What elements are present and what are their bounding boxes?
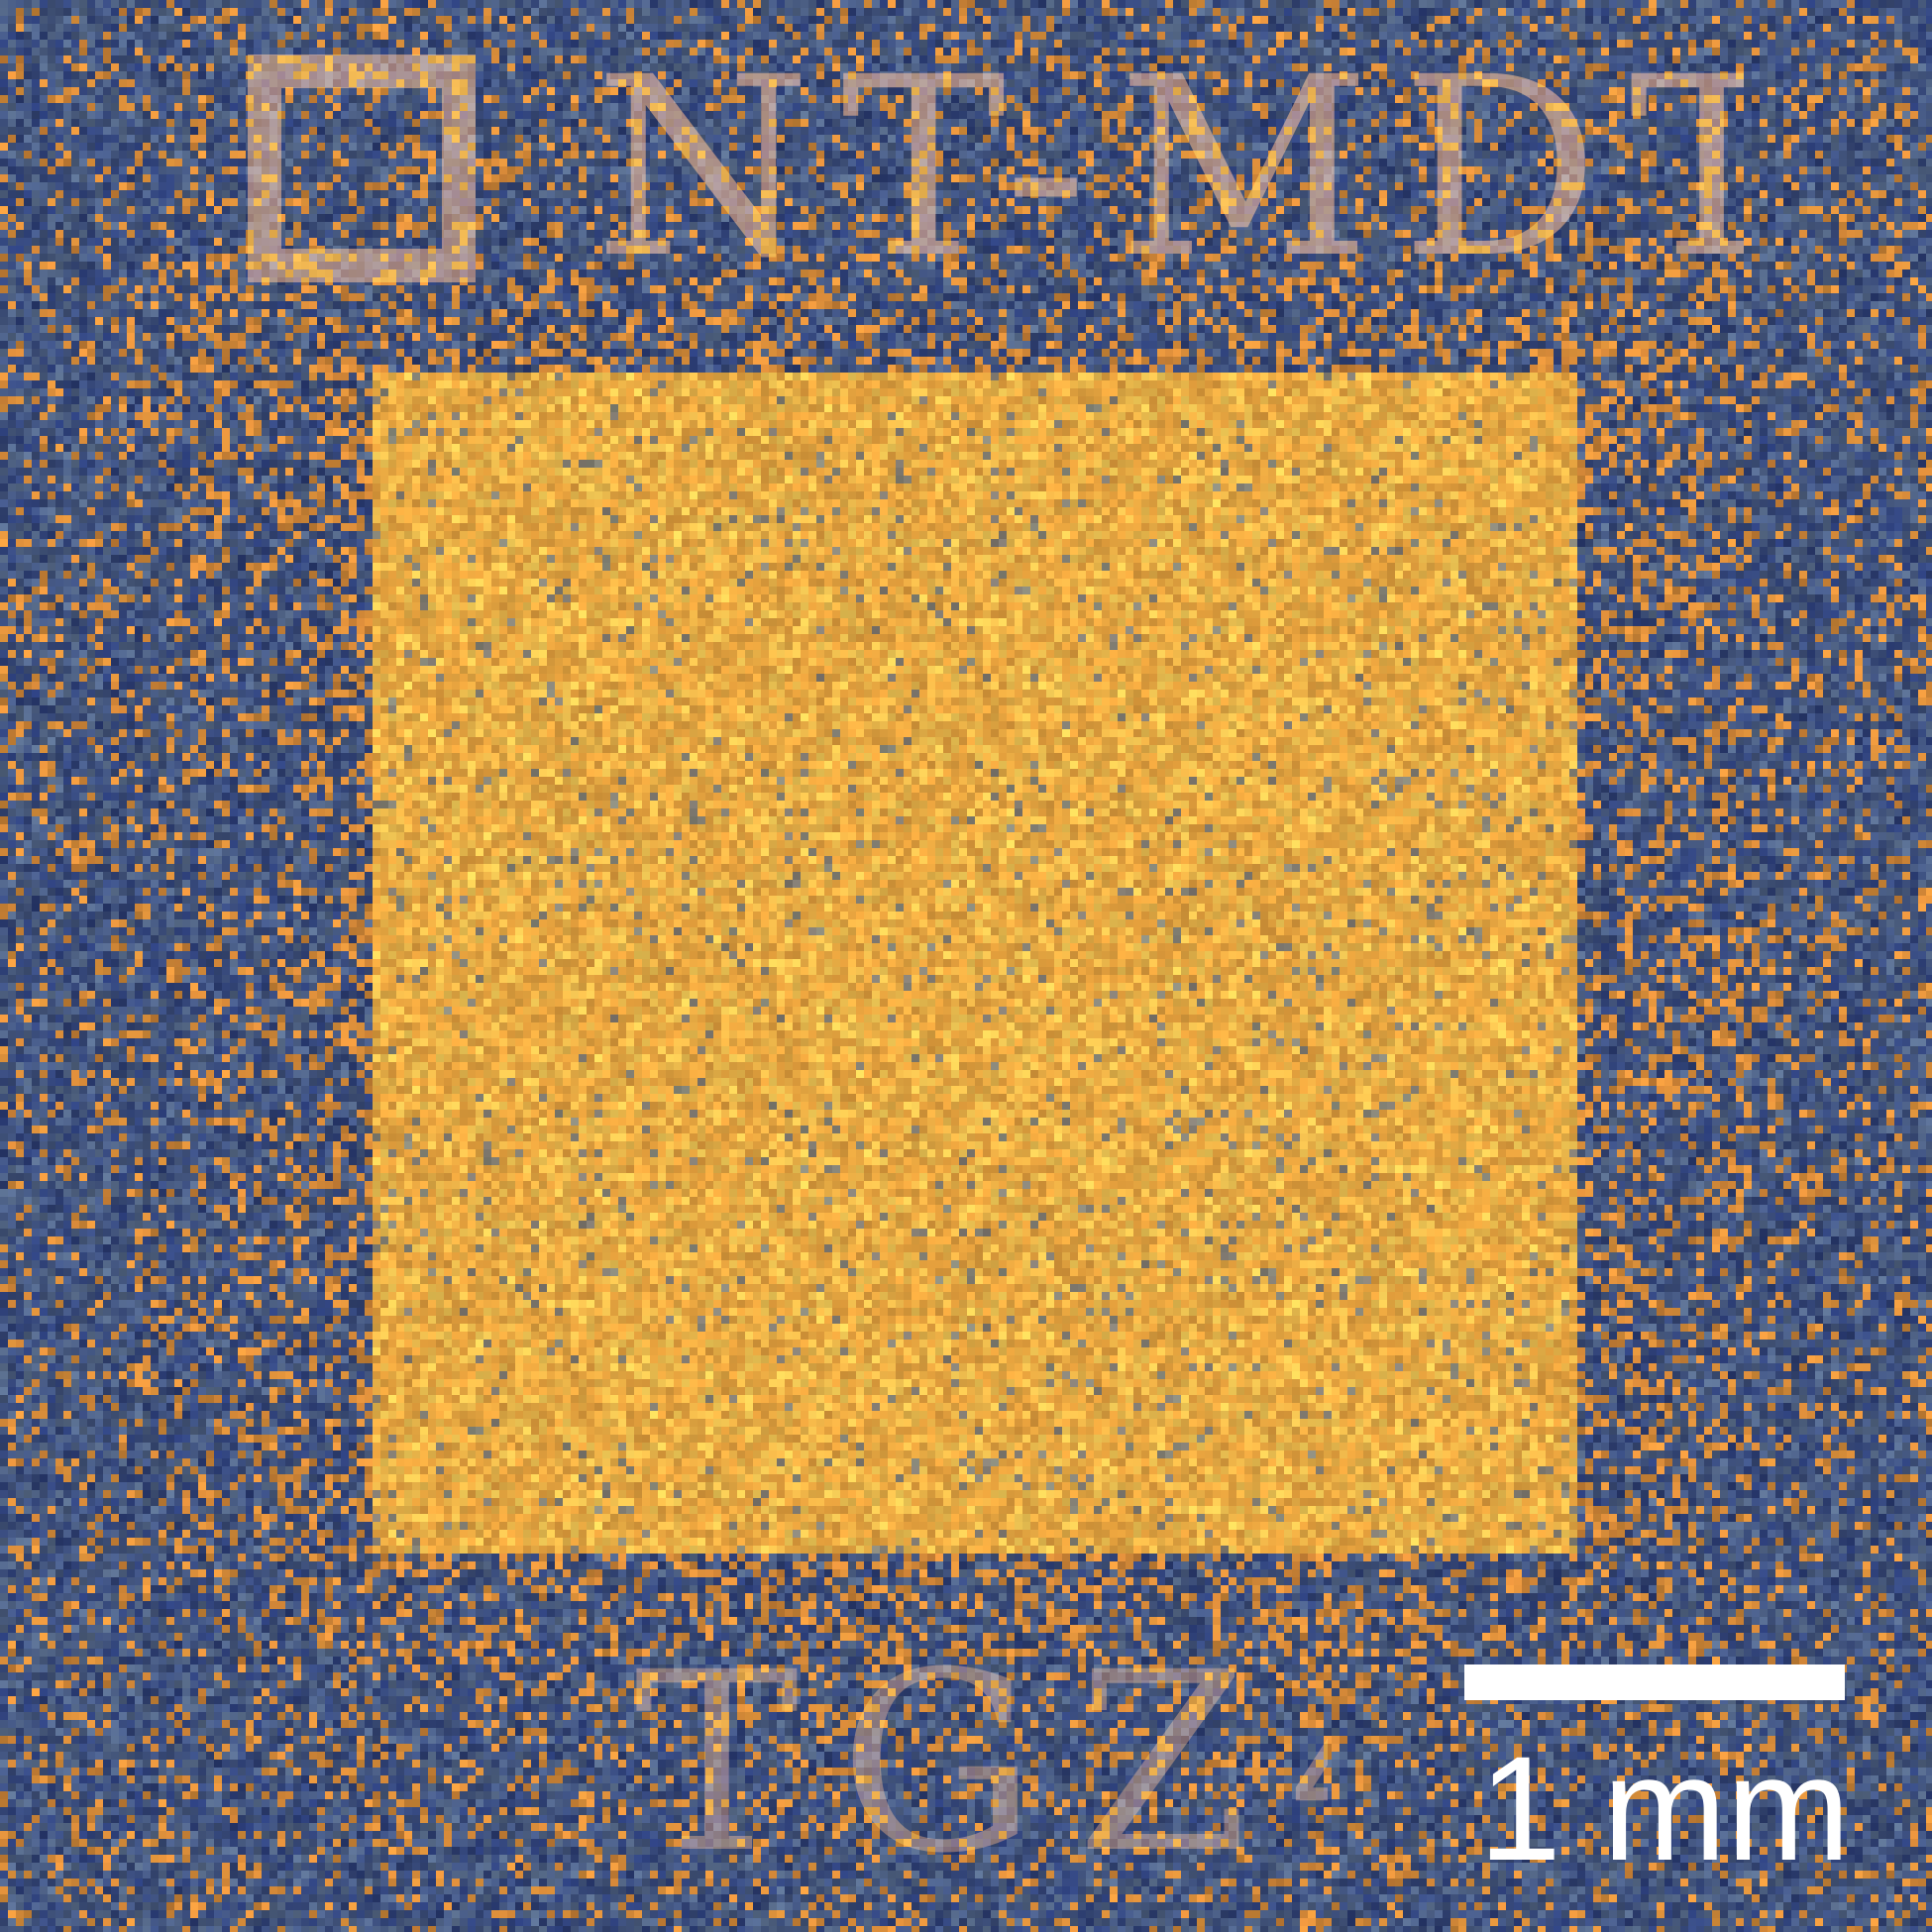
logo-text: NT-MDT [594,40,1744,297]
sample-code-text: TGZ4 [634,1645,1328,1882]
nt-mdt-logo-mark-icon [248,54,476,282]
scale-bar [1464,1664,1845,1700]
scale-bar-label: 1 mm [1478,1725,1851,1891]
